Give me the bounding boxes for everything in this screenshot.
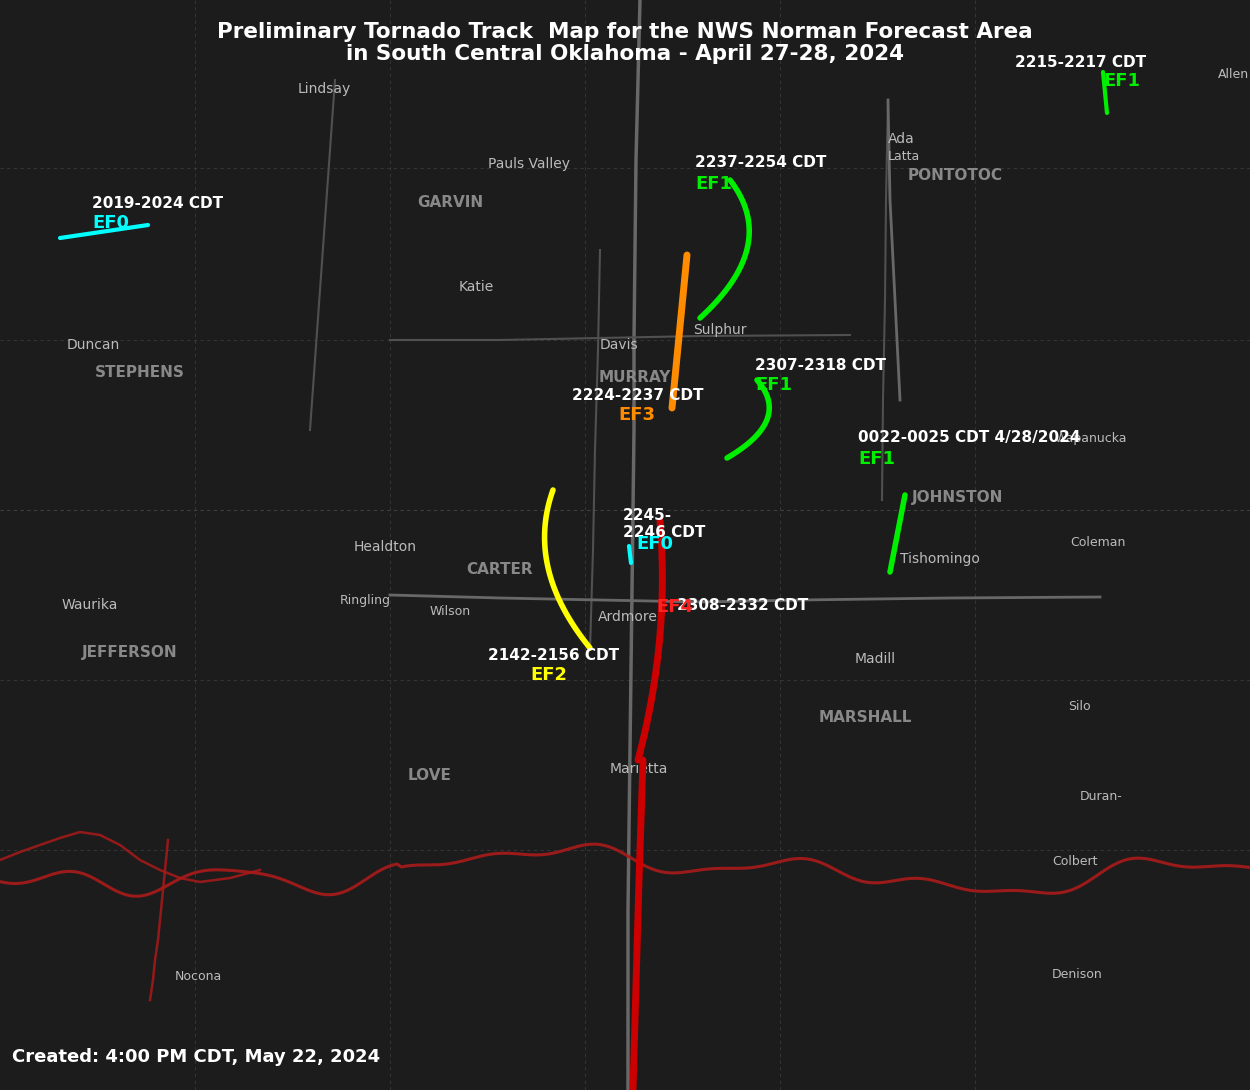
Text: Preliminary Tornado Track  Map for the NWS Norman Forecast Area: Preliminary Tornado Track Map for the NW…: [217, 22, 1032, 43]
Text: EF1: EF1: [858, 450, 895, 468]
Text: GARVIN: GARVIN: [418, 195, 482, 210]
Text: Madill: Madill: [855, 652, 896, 666]
Text: Allen: Allen: [1218, 68, 1249, 81]
Text: LOVE: LOVE: [408, 768, 452, 783]
Text: Colbert: Colbert: [1052, 855, 1098, 868]
Text: EF0: EF0: [92, 214, 129, 232]
Text: Duran-: Duran-: [1080, 790, 1122, 803]
Text: Tishomingo: Tishomingo: [900, 552, 980, 566]
Text: EF1: EF1: [1102, 72, 1140, 90]
Text: Wilson: Wilson: [430, 605, 471, 618]
Text: Created: 4:00 PM CDT, May 22, 2024: Created: 4:00 PM CDT, May 22, 2024: [12, 1047, 380, 1066]
Text: JEFFERSON: JEFFERSON: [82, 645, 178, 661]
Text: 2019-2024 CDT: 2019-2024 CDT: [92, 196, 224, 211]
Text: EF0: EF0: [636, 535, 672, 553]
Text: 0022-0025 CDT 4/28/2024: 0022-0025 CDT 4/28/2024: [858, 429, 1080, 445]
Text: 2224-2237 CDT: 2224-2237 CDT: [572, 388, 704, 403]
Text: Pauls Valley: Pauls Valley: [488, 157, 570, 171]
Text: EF1: EF1: [755, 376, 792, 393]
Text: JOHNSTON: JOHNSTON: [912, 490, 1004, 505]
Text: 2245-
2246 CDT: 2245- 2246 CDT: [622, 508, 705, 541]
Text: MURRAY: MURRAY: [599, 370, 671, 385]
Text: 2308-2332 CDT: 2308-2332 CDT: [678, 598, 809, 613]
Text: EF1: EF1: [695, 175, 732, 193]
Text: Latta: Latta: [888, 150, 920, 164]
Text: Coleman: Coleman: [1070, 536, 1125, 549]
Text: Ada: Ada: [888, 132, 915, 146]
Text: Waurika: Waurika: [62, 598, 119, 611]
Text: STEPHENS: STEPHENS: [95, 365, 185, 380]
Text: EF2: EF2: [530, 666, 568, 685]
Text: EF4: EF4: [656, 598, 692, 616]
Text: Katie: Katie: [459, 280, 494, 294]
Text: Davis: Davis: [600, 338, 639, 352]
Text: Wapanucka: Wapanucka: [1055, 432, 1128, 445]
Text: Nocona: Nocona: [175, 970, 222, 983]
Text: Ardmore: Ardmore: [598, 610, 658, 623]
Text: in South Central Oklahoma - April 27-28, 2024: in South Central Oklahoma - April 27-28,…: [346, 44, 904, 64]
Text: Marietta: Marietta: [610, 762, 669, 776]
Text: 2307-2318 CDT: 2307-2318 CDT: [755, 358, 886, 373]
Text: Denison: Denison: [1052, 968, 1102, 981]
Text: MARSHALL: MARSHALL: [819, 710, 911, 725]
Text: Healdton: Healdton: [354, 540, 418, 554]
Text: CARTER: CARTER: [466, 562, 534, 577]
Text: Lindsay: Lindsay: [298, 82, 351, 96]
Text: EF3: EF3: [618, 405, 655, 424]
Text: 2237-2254 CDT: 2237-2254 CDT: [695, 155, 826, 170]
Text: PONTOTOC: PONTOTOC: [908, 168, 1003, 183]
Text: 2142-2156 CDT: 2142-2156 CDT: [488, 647, 619, 663]
Text: Silo: Silo: [1068, 700, 1090, 713]
Text: 2215-2217 CDT: 2215-2217 CDT: [1015, 54, 1146, 70]
Text: Duncan: Duncan: [68, 338, 120, 352]
Text: Ringling: Ringling: [340, 594, 391, 607]
Text: Sulphur: Sulphur: [693, 323, 746, 337]
